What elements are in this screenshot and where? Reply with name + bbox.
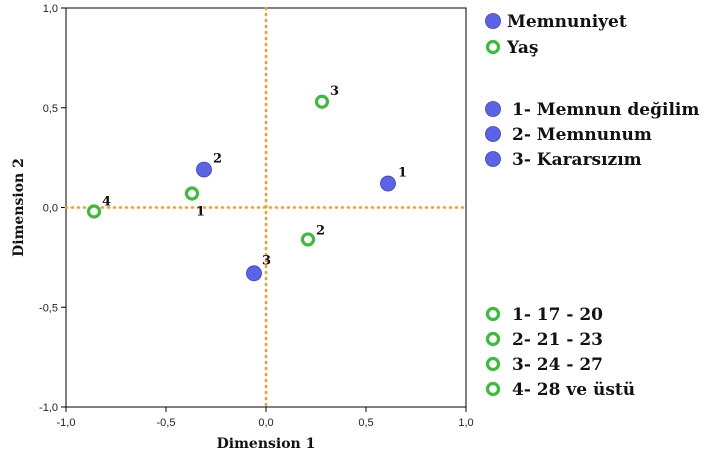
point-yas-3 [314,94,330,109]
legend-item-memnuniyet: 2- Memnunum [512,125,652,145]
legend-item-yas: 3- 24 - 27 [512,355,603,375]
point-yas-2 [300,232,316,247]
y-axis-title: Dimension 2 [11,158,27,257]
legend-marker-memnuniyet-item [485,101,501,117]
point-memnuniyet-2 [196,161,212,178]
legend-marker-memnuniyet-item [485,151,501,167]
y-tick-label: -0,5 [39,302,58,314]
legend-item-yas: 2- 21 - 23 [512,330,603,350]
y-tick-label: -1,0 [39,402,58,414]
y-tick-label: 0,5 [43,103,58,115]
point-label: 3 [330,84,339,99]
legend-marker-yas [485,39,501,55]
legend-marker-yas-item [485,331,501,347]
point-label: 4 [102,194,111,209]
legend-series-yas: Yaş [506,38,538,58]
legend-marker-memnuniyet-item [485,126,501,142]
x-tick-label: 0,0 [258,417,273,429]
point-yas-4 [86,204,102,219]
point-label: 3 [262,253,271,268]
x-tick-label: 1,0 [458,417,473,429]
point-memnuniyet-3 [246,265,262,282]
legend-item-memnuniyet: 1- Memnun değilim [512,100,699,120]
legend-marker-memnuniyet [485,13,501,29]
point-label: 2 [316,223,325,238]
x-axis-title: Dimension 1 [217,436,316,452]
y-tick-label: 1,0 [43,3,58,15]
y-tick-label: 0,0 [43,203,58,215]
point-yas-1 [184,186,200,201]
legend-marker-yas-item [485,381,501,397]
legend-item-yas: 4- 28 ve üstü [512,380,635,400]
legend-item-yas: 1- 17 - 20 [512,305,603,325]
point-memnuniyet-1 [380,175,396,192]
legend-item-memnuniyet: 3- Kararsızım [512,150,642,170]
point-label: 1 [196,205,205,220]
legend-marker-yas-item [485,306,501,322]
point-label: 2 [213,152,222,167]
legend-series-memnuniyet: Memnuniyet [507,12,627,32]
x-tick-label: -0,5 [157,417,176,429]
point-label: 1 [398,166,407,181]
x-tick-label: -1,0 [57,417,76,429]
legend-marker-yas-item [485,356,501,372]
x-tick-label: 0,5 [358,417,373,429]
